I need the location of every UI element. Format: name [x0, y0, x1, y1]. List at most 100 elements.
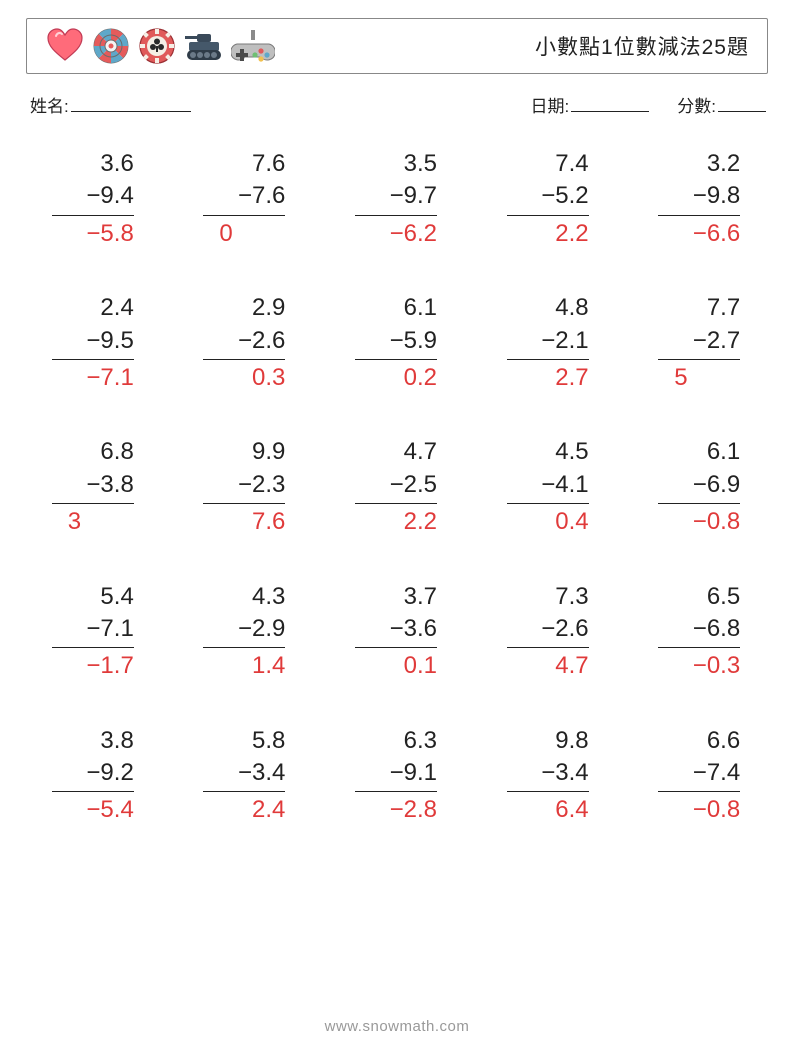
- minuend: 5.4: [52, 581, 134, 613]
- problem-rule: [658, 359, 740, 360]
- minuend: 4.7: [355, 436, 437, 468]
- subtrahend: −3.8: [52, 469, 134, 501]
- minuend: 3.5: [355, 148, 437, 180]
- score-label: 分數:: [677, 97, 716, 116]
- subtrahend: −9.5: [52, 325, 134, 357]
- minuend: 4.5: [507, 436, 589, 468]
- problem-rule: [658, 647, 740, 648]
- tank-icon: [183, 26, 225, 66]
- problem-rule: [203, 503, 285, 504]
- answer: 2.2: [507, 218, 589, 250]
- problems-grid: 3.6−9.4−5.87.6−7.603.5−9.7−6.27.4−5.22.2…: [36, 148, 756, 827]
- problem: 7.7−2.75: [642, 292, 756, 394]
- problem-stack: 5.4−7.1−1.7: [52, 581, 134, 683]
- subtrahend: −9.7: [355, 180, 437, 212]
- problem: 3.2−9.8−6.6: [642, 148, 756, 250]
- problem-rule: [355, 215, 437, 216]
- problem: 6.5−6.8 −0.3: [642, 581, 756, 683]
- minuend: 2.4: [52, 292, 134, 324]
- answer: −6.6: [658, 218, 740, 250]
- problem: 4.7−2.52.2: [339, 436, 453, 538]
- problem: 5.8−3.42.4: [188, 725, 302, 827]
- problem-stack: 3.2−9.8−6.6: [658, 148, 740, 250]
- date-field: 日期:: [531, 92, 650, 117]
- problem: 3.7−3.6 0.1: [339, 581, 453, 683]
- minuend: 3.8: [52, 725, 134, 757]
- footer-url: www.snowmath.com: [0, 1018, 794, 1035]
- subtrahend: −7.6: [203, 180, 285, 212]
- minuend: 9.9: [203, 436, 285, 468]
- problem-rule: [355, 791, 437, 792]
- subtrahend: −2.7: [658, 325, 740, 357]
- problem: 3.6−9.4−5.8: [36, 148, 150, 250]
- subtrahend: −2.9: [203, 613, 285, 645]
- problem-stack: 6.8−3.83: [52, 436, 134, 538]
- date-blank: [571, 111, 649, 112]
- subtrahend: −5.2: [507, 180, 589, 212]
- minuend: 3.7: [355, 581, 437, 613]
- problem-rule: [507, 503, 589, 504]
- answer: 0.1: [355, 650, 437, 682]
- problem-rule: [355, 647, 437, 648]
- gamepad-icon: [231, 26, 275, 66]
- subtrahend: −2.1: [507, 325, 589, 357]
- subtrahend: −7.4: [658, 757, 740, 789]
- date-label: 日期:: [531, 97, 570, 116]
- problem-stack: 4.5−4.10.4: [507, 436, 589, 538]
- minuend: 4.3: [203, 581, 285, 613]
- answer: −0.3: [658, 650, 740, 682]
- problem-rule: [658, 215, 740, 216]
- minuend: 7.4: [507, 148, 589, 180]
- problem: 6.8−3.83: [36, 436, 150, 538]
- worksheet-title: 小數點1位數減法25題: [535, 31, 749, 61]
- problem-rule: [203, 791, 285, 792]
- name-field: 姓名:: [30, 92, 191, 117]
- minuend: 6.5: [658, 581, 740, 613]
- minuend: 9.8: [507, 725, 589, 757]
- problem-stack: 7.3−2.64.7: [507, 581, 589, 683]
- problem: 7.3−2.64.7: [491, 581, 605, 683]
- problem: 2.9−2.60.3: [188, 292, 302, 394]
- subtrahend: −6.8: [658, 613, 740, 645]
- problem: 7.6−7.60: [188, 148, 302, 250]
- subtrahend: −3.6: [355, 613, 437, 645]
- minuend: 7.3: [507, 581, 589, 613]
- problem-rule: [52, 215, 134, 216]
- answer: −0.8: [658, 794, 740, 826]
- problem-rule: [355, 359, 437, 360]
- minuend: 2.9: [203, 292, 285, 324]
- subtrahend: −2.6: [203, 325, 285, 357]
- problem-rule: [52, 647, 134, 648]
- problem-stack: 7.4−5.2 2.2: [507, 148, 589, 250]
- clover-chip-icon: [137, 26, 177, 66]
- header-icons: [45, 26, 275, 66]
- problem-stack: 7.7−2.75: [658, 292, 740, 394]
- answer: 0.4: [507, 506, 589, 538]
- answer: −1.7: [52, 650, 134, 682]
- subtrahend: −3.4: [507, 757, 589, 789]
- problem: 3.8−9.2−5.4: [36, 725, 150, 827]
- problem: 6.6−7.4−0.8: [642, 725, 756, 827]
- answer: 6.4: [507, 794, 589, 826]
- problem-stack: 6.3−9.1−2.8: [355, 725, 437, 827]
- answer: 2.7: [507, 362, 589, 394]
- minuend: 5.8: [203, 725, 285, 757]
- answer: 4.7: [507, 650, 589, 682]
- problem-rule: [355, 503, 437, 504]
- meta-row: 姓名: 日期: 分數:: [30, 92, 766, 117]
- answer: 5: [658, 362, 740, 394]
- answer: 3: [52, 506, 134, 538]
- score-blank: [718, 111, 766, 112]
- worksheet-page: 小數點1位數減法25題 姓名: 日期: 分數: 3.6−9.4−5.8 7.6−7…: [0, 0, 794, 1053]
- heart-icon: [45, 26, 85, 66]
- problem-stack: 9.9−2.37.6: [203, 436, 285, 538]
- minuend: 6.1: [658, 436, 740, 468]
- problem-stack: 4.7−2.52.2: [355, 436, 437, 538]
- minuend: 6.1: [355, 292, 437, 324]
- problem-rule: [52, 359, 134, 360]
- answer: 2.4: [203, 794, 285, 826]
- problem-stack: 2.4−9.5−7.1: [52, 292, 134, 394]
- problem: 4.3−2.91.4: [188, 581, 302, 683]
- problem: 6.1−5.90.2: [339, 292, 453, 394]
- subtrahend: −9.2: [52, 757, 134, 789]
